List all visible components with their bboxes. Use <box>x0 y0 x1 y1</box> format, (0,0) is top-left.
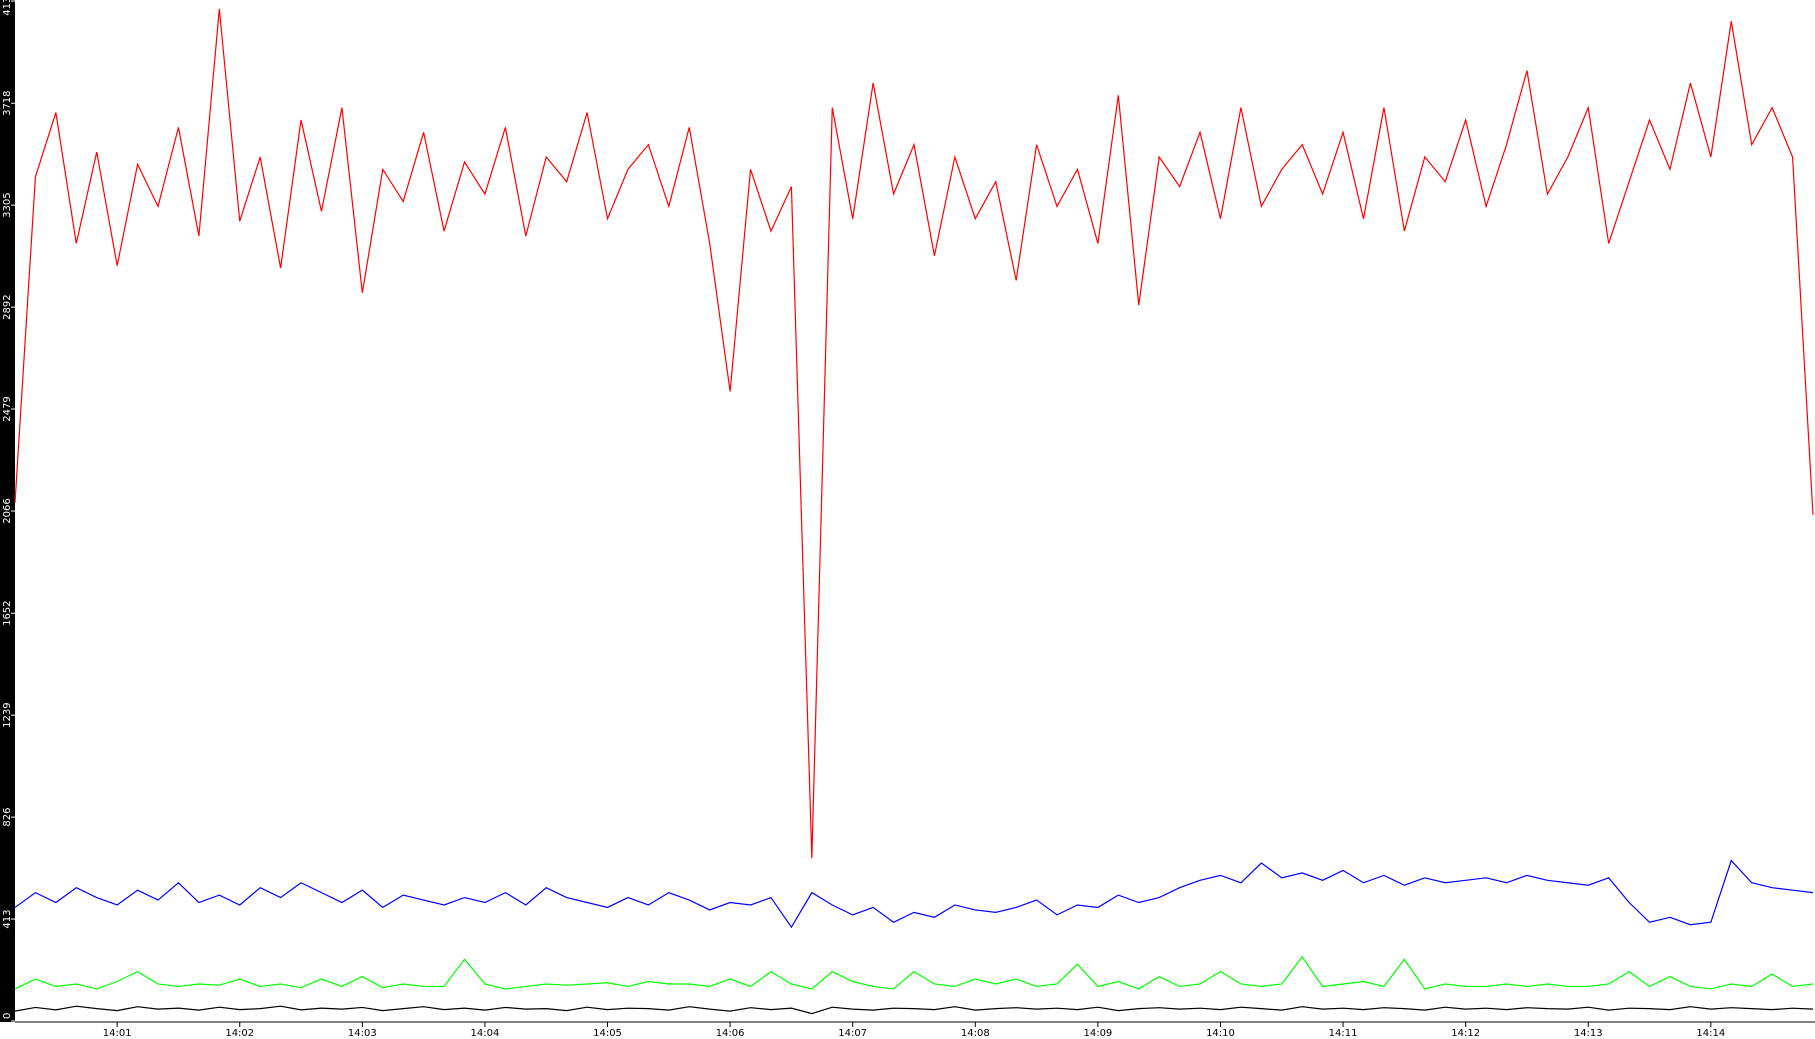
series-line <box>14 1005 1814 1015</box>
y-tick-label: 0 <box>2 1013 13 1019</box>
x-tick-label: 14:09 <box>1083 1028 1112 1039</box>
x-tick-label: 14:02 <box>225 1028 254 1039</box>
x-tick-label: 14:10 <box>1206 1028 1235 1039</box>
x-tick-label: 14:03 <box>348 1028 377 1039</box>
y-tick-label: 413 <box>2 910 13 929</box>
x-tick-label: 14:04 <box>471 1028 500 1039</box>
series-line <box>14 8 1814 859</box>
x-tick-label: 14:08 <box>961 1028 990 1039</box>
y-tick-label: 1652 <box>2 600 13 625</box>
x-tick-label: 14:12 <box>1451 1028 1480 1039</box>
series-line <box>14 859 1814 929</box>
x-tick-label: 14:11 <box>1329 1028 1358 1039</box>
x-axis-strip <box>0 1022 1815 1039</box>
x-tick-label: 14:05 <box>593 1028 622 1039</box>
y-tick-label: 826 <box>2 808 13 827</box>
x-tick-label: 14:01 <box>103 1028 132 1039</box>
y-tick-label: 2892 <box>2 294 13 319</box>
x-tick-label: 14:13 <box>1574 1028 1603 1039</box>
y-tick-label: 2066 <box>2 498 13 523</box>
x-tick-label: 14:14 <box>1696 1028 1725 1039</box>
y-tick-label: 1239 <box>2 702 13 727</box>
y-tick-label: 4132 <box>2 0 13 16</box>
y-tick-label: 3718 <box>2 90 13 115</box>
y-axis-strip <box>0 0 15 1039</box>
y-tick-label: 2479 <box>2 396 13 421</box>
x-tick-label: 14:07 <box>838 1028 867 1039</box>
x-tick-label: 14:06 <box>716 1028 745 1039</box>
series-line <box>14 955 1814 990</box>
y-tick-label: 3305 <box>2 192 13 217</box>
